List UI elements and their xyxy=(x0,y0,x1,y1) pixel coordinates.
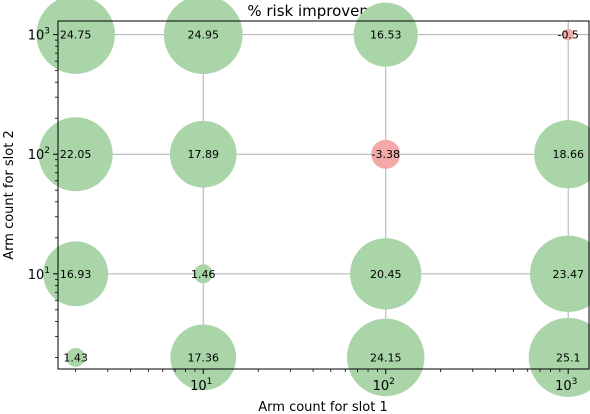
y-tick-exponent: 3 xyxy=(44,27,50,37)
data-label: 22.05 xyxy=(60,148,92,161)
data-bubble xyxy=(528,317,590,397)
data-bubble xyxy=(66,347,86,367)
x-tick-base: 10 xyxy=(190,379,207,394)
data-label: -3.38 xyxy=(371,148,399,161)
data-bubble xyxy=(36,0,115,74)
x-tick-label: 101 xyxy=(190,377,212,394)
bubbles xyxy=(36,0,590,397)
data-bubble xyxy=(534,120,590,189)
data-label: 24.95 xyxy=(187,29,219,42)
x-tick-exponent: 3 xyxy=(572,377,578,387)
data-label: 24.75 xyxy=(60,29,92,42)
data-label: 17.89 xyxy=(187,148,219,161)
y-tick-exponent: 2 xyxy=(44,146,50,156)
data-label: -0.5 xyxy=(557,29,578,42)
data-label: 16.93 xyxy=(60,268,92,281)
data-bubble xyxy=(169,120,237,188)
data-label: 16.53 xyxy=(370,29,402,42)
x-tick-label: 102 xyxy=(373,377,395,394)
data-bubble xyxy=(353,2,418,67)
y-tick-label: 103 xyxy=(28,27,50,44)
y-tick-label: 102 xyxy=(28,146,50,163)
data-label: 18.66 xyxy=(552,148,584,161)
y-tick-base: 10 xyxy=(28,268,45,283)
data-bubble xyxy=(562,29,574,41)
x-tick-exponent: 2 xyxy=(389,377,395,387)
data-bubble xyxy=(193,264,213,284)
data-bubble xyxy=(371,139,401,169)
data-label: 1.43 xyxy=(63,351,88,364)
data-bubble xyxy=(346,318,425,397)
x-axis-label: Arm count for slot 1 xyxy=(258,400,387,414)
data-label: 24.15 xyxy=(370,351,402,364)
data-label: 20.45 xyxy=(370,268,402,281)
data-bubble xyxy=(43,241,109,307)
plot-frame xyxy=(57,20,590,370)
data-label: 1.46 xyxy=(191,268,216,281)
data-label: 25.1 xyxy=(556,351,581,364)
data-bubble xyxy=(170,324,237,391)
data-label: 17.36 xyxy=(187,351,219,364)
y-tick-base: 10 xyxy=(28,148,45,163)
x-tick-exponent: 1 xyxy=(207,377,213,387)
data-labels: 1.43 17.36 24.15 25.1 16.93 1.46 20.45 23.47 22.… xyxy=(60,29,584,365)
x-tick-base: 10 xyxy=(373,379,390,394)
x-tick-label: 103 xyxy=(555,377,577,394)
x-tick-base: 10 xyxy=(555,379,572,394)
y-tick-exponent: 1 xyxy=(44,266,50,276)
data-bubble xyxy=(163,0,243,74)
data-bubble xyxy=(350,238,422,310)
y-axis-label: Arm count for slot 2 xyxy=(2,130,17,259)
grid xyxy=(58,21,589,369)
y-tick-base: 10 xyxy=(28,29,45,44)
data-label: 23.47 xyxy=(552,268,584,281)
data-bubble xyxy=(530,235,590,313)
y-tick-label: 101 xyxy=(28,266,50,283)
